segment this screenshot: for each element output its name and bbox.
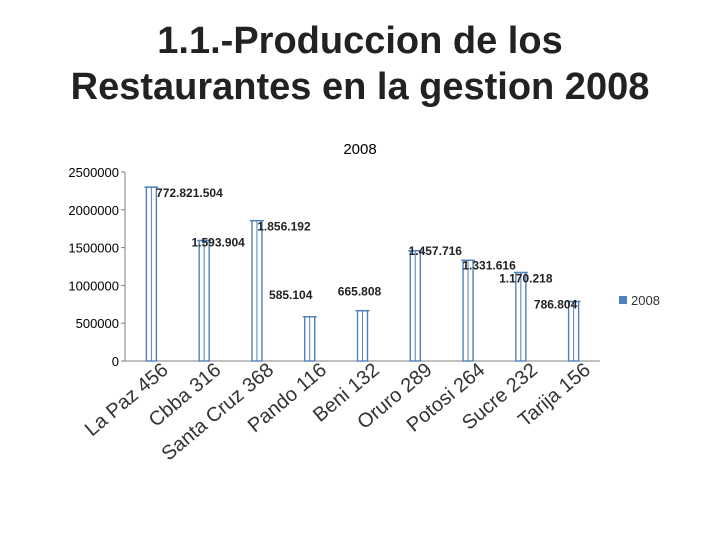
chart-title: 2008 <box>343 141 376 158</box>
data-label: 585.104 <box>269 288 313 302</box>
bar <box>249 219 264 362</box>
y-tick-label: 1500000 <box>68 241 119 256</box>
slide-title-line-1: 1.1.-Produccion de los <box>157 20 563 62</box>
legend-label: 2008 <box>631 293 660 308</box>
y-axis-ticks: 0 500000 1000000 1500000 2000000 2500000 <box>68 165 125 369</box>
data-label: 1.593.904 <box>191 236 245 250</box>
bar <box>566 300 581 362</box>
bar <box>513 271 528 362</box>
bars <box>144 186 581 362</box>
y-tick-label: 500000 <box>76 316 119 331</box>
data-label: 1.457.716 <box>409 244 463 258</box>
y-tick-label: 0 <box>112 354 119 369</box>
legend-swatch <box>619 296 627 304</box>
data-label: 665.808 <box>338 285 382 299</box>
data-labels: 772.821.504 1.593.904 1.856.192 585.104 665.… <box>156 186 578 311</box>
bar <box>144 186 159 362</box>
legend: 2008 <box>619 293 660 308</box>
data-label: 1.170.218 <box>499 272 553 286</box>
bar <box>461 259 476 362</box>
y-tick-label: 2500000 <box>68 165 119 180</box>
slide-title: 1.1.-Produccion de los Restaurantes en l… <box>0 18 720 110</box>
bar <box>408 250 423 362</box>
data-label: 1.331.616 <box>462 258 516 272</box>
data-label: 786.804 <box>534 298 578 312</box>
bar <box>302 316 317 362</box>
y-tick-label: 1000000 <box>68 278 119 293</box>
data-label: 1.856.192 <box>257 220 311 234</box>
slide-title-line-2: Restaurantes en la gestion 2008 <box>70 66 650 108</box>
bar <box>197 239 212 362</box>
y-tick-label: 2000000 <box>68 203 119 218</box>
bar <box>355 309 370 362</box>
data-label: 772.821.504 <box>156 186 223 200</box>
